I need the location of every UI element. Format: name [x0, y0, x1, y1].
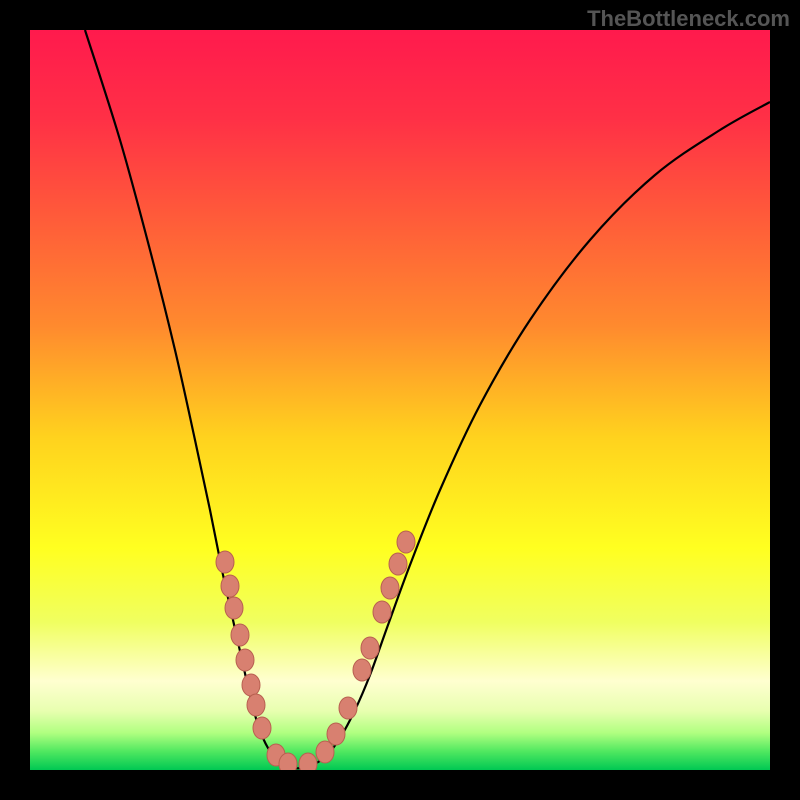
data-marker — [397, 531, 415, 553]
data-marker — [339, 697, 357, 719]
data-marker — [221, 575, 239, 597]
chart-background — [30, 30, 770, 770]
data-marker — [373, 601, 391, 623]
data-marker — [242, 674, 260, 696]
watermark-text: TheBottleneck.com — [587, 6, 790, 32]
data-marker — [225, 597, 243, 619]
data-marker — [247, 694, 265, 716]
data-marker — [253, 717, 271, 739]
data-marker — [231, 624, 249, 646]
data-marker — [353, 659, 371, 681]
plot-area — [30, 30, 770, 770]
data-marker — [299, 753, 317, 770]
chart-svg — [30, 30, 770, 770]
data-marker — [361, 637, 379, 659]
data-marker — [236, 649, 254, 671]
data-marker — [279, 753, 297, 770]
data-marker — [389, 553, 407, 575]
data-marker — [327, 723, 345, 745]
data-marker — [316, 741, 334, 763]
data-marker — [381, 577, 399, 599]
data-marker — [216, 551, 234, 573]
